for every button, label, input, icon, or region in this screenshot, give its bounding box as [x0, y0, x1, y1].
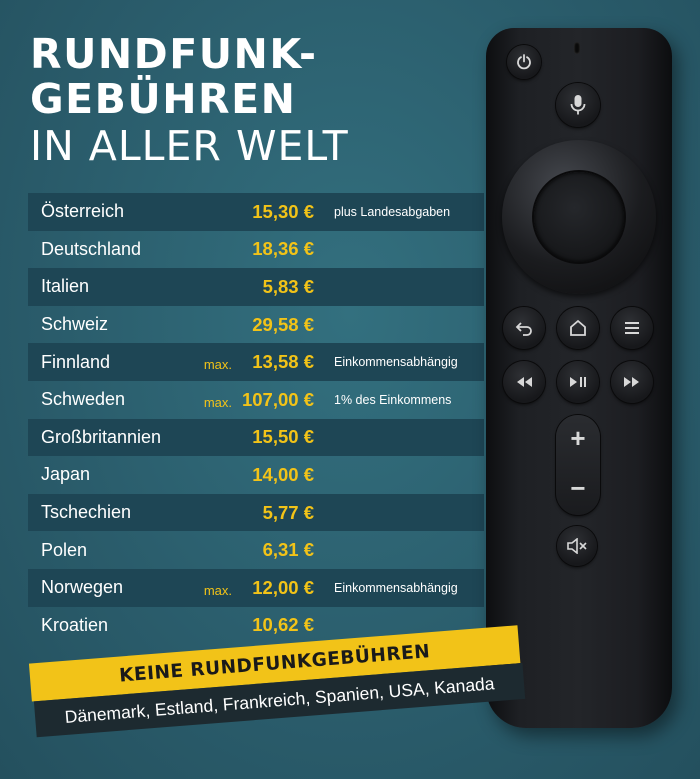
table-row: Tschechien 5,77 €	[28, 493, 484, 532]
price-prefix: max.	[203, 357, 232, 373]
play-pause-icon	[557, 361, 599, 403]
country-label: Finnland	[41, 351, 111, 372]
price-value: 107,00 €	[241, 388, 314, 410]
price-note: plus Landesabgaben	[334, 204, 451, 219]
country-label: Japan	[41, 464, 91, 485]
back-icon	[503, 307, 545, 349]
price-note: 1% des Einkommens	[334, 392, 452, 407]
price-note: Einkommensabhängig	[334, 355, 458, 370]
table-row: Polen 6,31 €	[28, 531, 484, 569]
title-line-2: GEBÜHREN	[30, 75, 297, 123]
title-line-1: RUNDFUNK-	[30, 30, 318, 78]
table-row: Deutschland 18,36 €	[28, 231, 484, 269]
price-value: 12,00 €	[252, 576, 314, 598]
country-label: Kroatien	[41, 614, 109, 635]
navigation-ring	[502, 140, 656, 294]
price-note: Einkommensabhängig	[334, 580, 458, 595]
table-row: Norwegen max. 12,00 € Einkommensabhängig	[28, 568, 484, 607]
table-row: Schweiz 29,58 €	[28, 306, 484, 344]
mute-icon	[557, 526, 597, 566]
table-row: Japan 14,00 €	[28, 456, 484, 494]
price-prefix: max.	[203, 394, 232, 410]
select-button	[534, 172, 624, 262]
price-value: 18,36 €	[252, 238, 314, 260]
fee-table: Österreich 15,30 € plus Landesabgaben Deuts…	[28, 193, 484, 644]
menu-icon	[611, 307, 653, 349]
remote-control: + −	[486, 28, 672, 728]
led-indicator	[574, 42, 580, 54]
price-value: 6,31 €	[262, 539, 314, 561]
price-value: 14,00 €	[252, 463, 314, 485]
table-row: Kroatien 10,62 €	[28, 607, 484, 645]
country-label: Italien	[41, 276, 90, 297]
country-label: Großbritannien	[41, 426, 162, 447]
table-row: Schweden max. 107,00 € 1% des Einkommens	[28, 381, 484, 419]
country-label: Tschechien	[41, 502, 132, 523]
home-icon	[557, 307, 599, 349]
country-label: Schweiz	[41, 314, 109, 335]
country-label: Schweden	[41, 389, 126, 410]
table-row: Großbritannien 15,50 €	[28, 418, 484, 457]
page-title: RUNDFUNK- GEBÜHREN IN ALLER WELT	[30, 34, 349, 167]
plus-icon: +	[570, 423, 586, 453]
country-label: Deutschland	[41, 238, 142, 259]
country-label: Österreich	[41, 201, 125, 222]
price-value: 15,30 €	[252, 200, 314, 222]
price-value: 5,83 €	[262, 275, 314, 297]
price-value: 5,77 €	[262, 501, 314, 523]
title-line-3: IN ALLER WELT	[30, 122, 349, 170]
price-prefix: max.	[203, 582, 232, 598]
price-value: 29,58 €	[252, 313, 314, 335]
price-value: 10,62 €	[252, 614, 314, 636]
table-row: Finnland max. 13,58 € Einkommensabhängig	[28, 343, 484, 381]
volume-rocker: + −	[556, 415, 600, 515]
table-row: Österreich 15,30 € plus Landesabgaben	[28, 193, 484, 231]
table-row: Italien 5,83 €	[28, 268, 484, 306]
country-label: Norwegen	[41, 577, 124, 598]
country-label: Polen	[41, 539, 88, 560]
power-icon	[507, 45, 541, 79]
price-value: 13,58 €	[252, 351, 314, 373]
price-value: 15,50 €	[252, 426, 314, 448]
fast-forward-icon	[611, 361, 653, 403]
microphone-icon	[556, 83, 600, 127]
minus-icon: −	[570, 473, 586, 503]
rewind-icon	[503, 361, 545, 403]
